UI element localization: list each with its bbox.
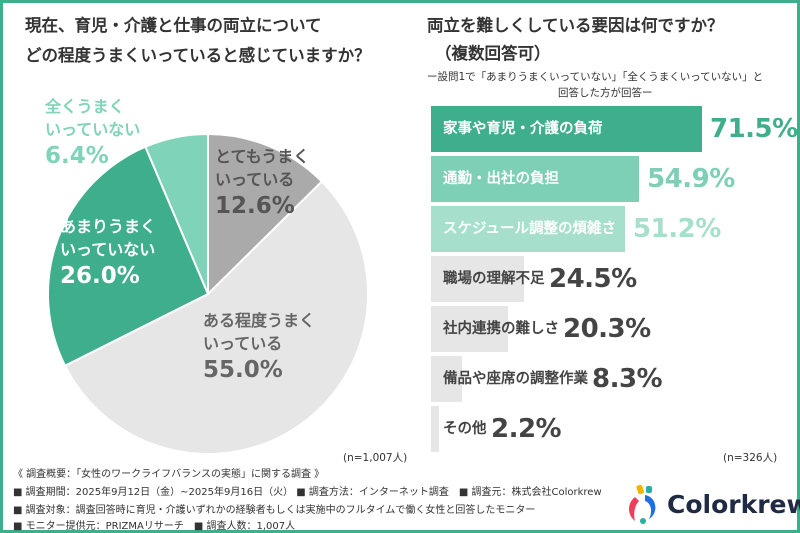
pie-category-label: あまりうまく — [60, 217, 157, 236]
bar-value-label: 71.5% — [709, 114, 798, 144]
footer-survey-target: ■ 調査対象：調査回答時に育児・介護いずれかの経験者もしくは実施中のフルタイムで… — [13, 505, 536, 516]
bar-sample-size: (n=326人) — [723, 452, 778, 464]
bar-value-label: 54.9% — [647, 164, 735, 194]
footer-survey-title: 《 調査概要：「女性のワークライフバランスの実態」に関する調査 》 — [13, 469, 325, 480]
pie-title-line1: 現在、育児・介護と仕事の両立について — [25, 16, 322, 35]
bar — [431, 106, 702, 152]
pie-value-label: 12.6% — [215, 193, 295, 219]
pie-label-somewhat-well: ある程度うまく いっている 55.0% — [203, 309, 315, 385]
pie-sample-size: (n=1,007人) — [343, 452, 408, 464]
bar-category-label: 備品や座席の調整作業 — [443, 371, 588, 387]
pie-category-label: とてもうまく — [215, 147, 310, 166]
bar — [431, 356, 463, 402]
pie-category-label: いっている — [215, 170, 295, 189]
pie-slice-somewhat-well — [63, 180, 369, 455]
bar-category-label: 社内連携の難しさ — [443, 321, 559, 337]
bar-title-line2: （複数回答可） — [435, 44, 551, 63]
pie-value-label: 26.0% — [60, 263, 140, 289]
bar-value-label: 24.5% — [549, 264, 637, 294]
pie-category-label: いっていない — [45, 120, 141, 139]
bar — [431, 406, 440, 452]
colorkrew-logo-text: Colorkrew — [667, 489, 800, 519]
footer-survey-period: ■ 調査期間：2025年9月12日（金）~2025年9月16日（火） ■ 調査方… — [13, 487, 602, 498]
bar-value-label: 20.3% — [563, 314, 651, 344]
bar — [431, 156, 640, 202]
bar-subtitle-line1: ー設問1で「あまりうまくいっていない」「全くうまくいっていない」と — [427, 71, 764, 83]
bar-title-line1: 両立を難しくしている要因は何ですか？ — [427, 16, 724, 35]
pie-category-label: いっている — [203, 334, 283, 353]
bar-category-label: 通勤・出社の負担 — [443, 171, 559, 187]
pie-slice-not-at-all — [144, 132, 209, 295]
pie-category-label: ある程度うまく — [203, 311, 316, 330]
bar — [431, 306, 508, 352]
bar-subtitle-line2: 回答した方が回答ー — [558, 87, 653, 99]
bar-category-label: その他 — [443, 421, 487, 437]
colorkrew-logo-icon — [629, 484, 656, 524]
bar-value-label: 8.3% — [592, 364, 663, 394]
pie-value-label: 6.4% — [45, 143, 109, 169]
pie-chart — [47, 132, 369, 455]
bar — [431, 206, 626, 252]
pie-label-not-at-all: 全くうまくいっていない 6.4% — [45, 95, 140, 171]
pie-label-not-very-well: あまりうまく いっていない 26.0% — [60, 215, 156, 291]
pie-title-line2: どの程度うまくいっていると感じていますか？ — [25, 46, 371, 65]
bar-category-label: スケジュール調整の煩雑さ — [443, 221, 616, 237]
pie-label-very-well: とてもうまく いっている 12.6% — [215, 145, 309, 221]
footer-survey-provider: ■ モニター提供元：PRIZMAリサーチ ■ 調査人数：1,007人 — [13, 521, 296, 532]
bar-value-label: 51.2% — [633, 214, 721, 244]
pie-category-label: いっていない — [60, 240, 156, 259]
bar-category-label: 職場の理解不足 — [443, 271, 545, 287]
bar-category-label: 家事や育児・介護の負荷 — [443, 121, 603, 137]
pie-slice-very-well — [207, 132, 324, 297]
pie-value-label: 55.0% — [203, 357, 283, 383]
pie-category-label: 全くうまく — [45, 97, 125, 116]
bar-value-label: 2.2% — [491, 414, 562, 444]
bar — [431, 256, 524, 302]
colorkrew-logo: Colorkrew — [623, 483, 800, 525]
